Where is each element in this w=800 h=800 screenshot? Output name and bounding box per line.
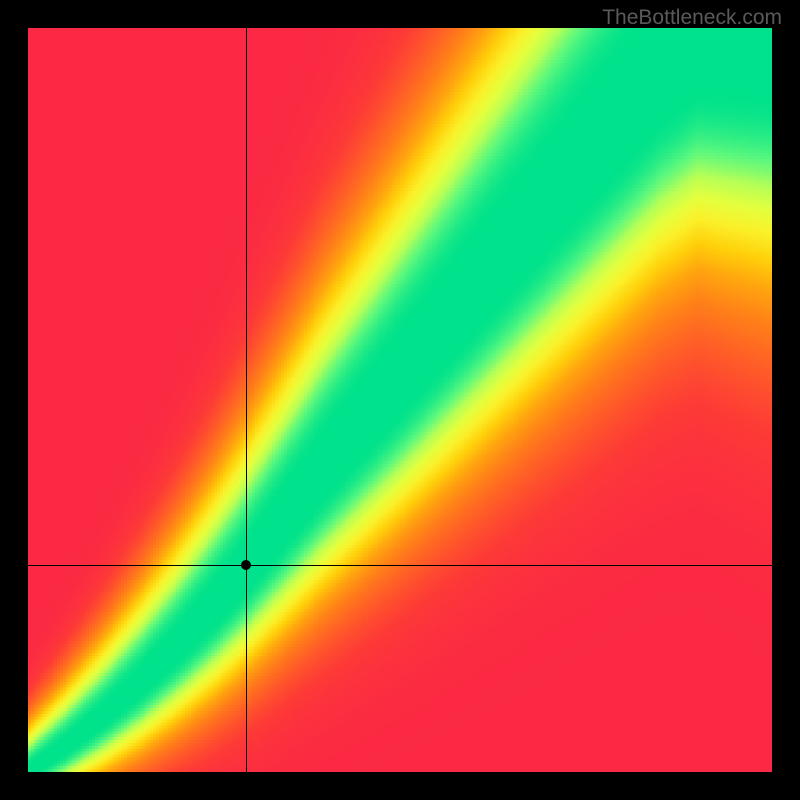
- crosshair-vertical: [246, 28, 247, 772]
- plot-area: [28, 28, 772, 772]
- watermark-text: TheBottleneck.com: [602, 6, 782, 30]
- chart-container: TheBottleneck.com: [0, 0, 800, 800]
- crosshair-marker: [241, 560, 251, 570]
- heatmap-canvas: [28, 28, 772, 772]
- crosshair-horizontal: [28, 565, 772, 566]
